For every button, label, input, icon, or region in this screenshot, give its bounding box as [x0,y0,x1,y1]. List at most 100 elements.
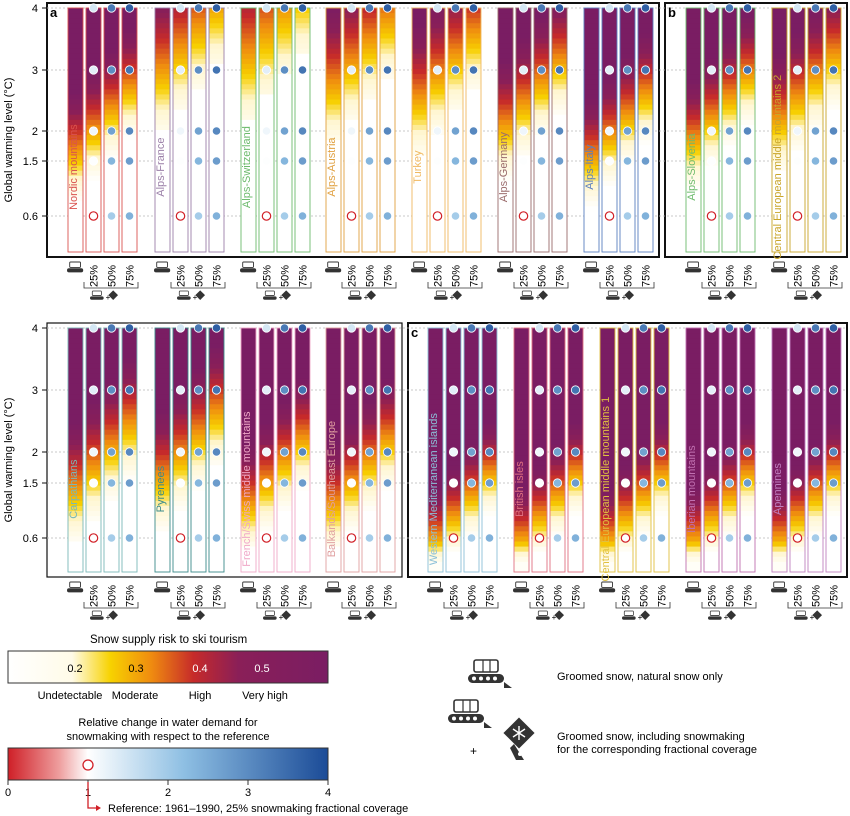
risk-cell [704,455,719,461]
risk-cell [173,99,188,106]
water-demand-circle [297,478,308,488]
risk-cell [86,338,101,344]
risk-cell [704,201,719,207]
risk-cell [740,99,755,106]
risk-cell [686,424,701,431]
risk-cell [344,546,359,553]
risk-cell [826,500,841,507]
coverage-label: 50% [537,265,549,287]
risk-cell [550,409,565,416]
risk-cell [808,363,823,370]
risk-cell [104,521,119,527]
risk-cell [534,231,549,238]
risk-cell [68,546,83,553]
risk-cell [277,358,292,365]
risk-cell [568,394,583,400]
water-demand-circle [724,126,735,136]
risk-cell [482,434,497,441]
risk-cell [550,343,565,349]
risk-cell [295,490,310,497]
risk-cell [209,399,224,405]
risk-cell [326,470,341,477]
risk-cell [534,13,549,19]
risk-cell [620,99,635,106]
risk-cell [430,175,445,182]
risk-cell [704,465,719,471]
risk-cell [277,13,292,19]
risk-cell [380,150,395,157]
water-demand-circle [810,3,821,13]
risk-cell [790,526,805,532]
risk-cell [68,119,83,126]
risk-cell [428,348,443,355]
coverage-label: 75% [469,265,481,287]
risk-cell [464,556,479,563]
water-demand-circle [604,3,615,13]
coverage-label: 25% [347,585,359,607]
risk-cell [686,358,701,365]
risk-cell [808,53,823,60]
groomer-cab [709,290,720,296]
risk-cell [466,13,481,19]
risk-cell [772,43,787,50]
risk-cell [772,495,787,502]
risk-cell [259,511,274,517]
water-demand-circle [484,533,495,543]
risk-cell [826,363,841,370]
risk-cell [772,140,787,146]
risk-cell [516,226,531,233]
risk-cell [534,170,549,177]
risk-cell [466,74,481,80]
risk-cell [514,526,529,532]
risk-cell [686,135,701,141]
risk-cell [380,135,395,141]
risk-cell [704,89,719,96]
risk-cell [277,226,292,233]
risk-cell [122,38,137,45]
risk-cell [412,241,427,248]
risk-cell [155,455,170,461]
water-demand-circle [656,533,667,543]
risk-cell [430,23,445,29]
risk-cell [464,434,479,441]
groomer-track [771,588,788,593]
risk-cell [344,150,359,157]
risk-cell [722,89,737,96]
risk-cell [704,434,719,441]
risk-cell [326,175,341,182]
risk-cell [155,358,170,365]
groomer-icon [599,581,616,593]
risk-cell [602,28,617,35]
water-demand-circle [124,65,135,75]
risk-cell [464,455,479,461]
risk-cell [550,566,565,573]
water-legend-title-1: Relative change in water demand for [78,717,257,729]
risk-cell [704,13,719,19]
risk-cell [808,551,823,558]
risk-cell [362,94,377,101]
water-demand-circle [570,385,581,395]
risk-cell [380,353,395,360]
risk-cell [704,485,719,492]
risk-cell [568,490,583,497]
risk-cell [534,114,549,121]
risk-cell [482,551,497,558]
risk-cell [209,500,224,507]
risk-cell [430,221,445,228]
risk-cell [428,429,443,436]
groomer-icon-natural [468,659,512,688]
risk-cell [104,556,119,563]
risk-cell [516,48,531,55]
risk-cell [155,561,170,568]
risk-cell [686,439,701,446]
risk-cell [428,561,443,568]
risk-cell [808,13,823,19]
reference-circle [432,211,443,221]
risk-cell [600,511,615,517]
water-demand-circle [742,478,753,488]
risk-cell [277,505,292,512]
reference-circle [88,533,99,543]
coverage-bracket [341,602,397,609]
risk-cell [209,23,224,29]
risk-cell [155,516,170,522]
